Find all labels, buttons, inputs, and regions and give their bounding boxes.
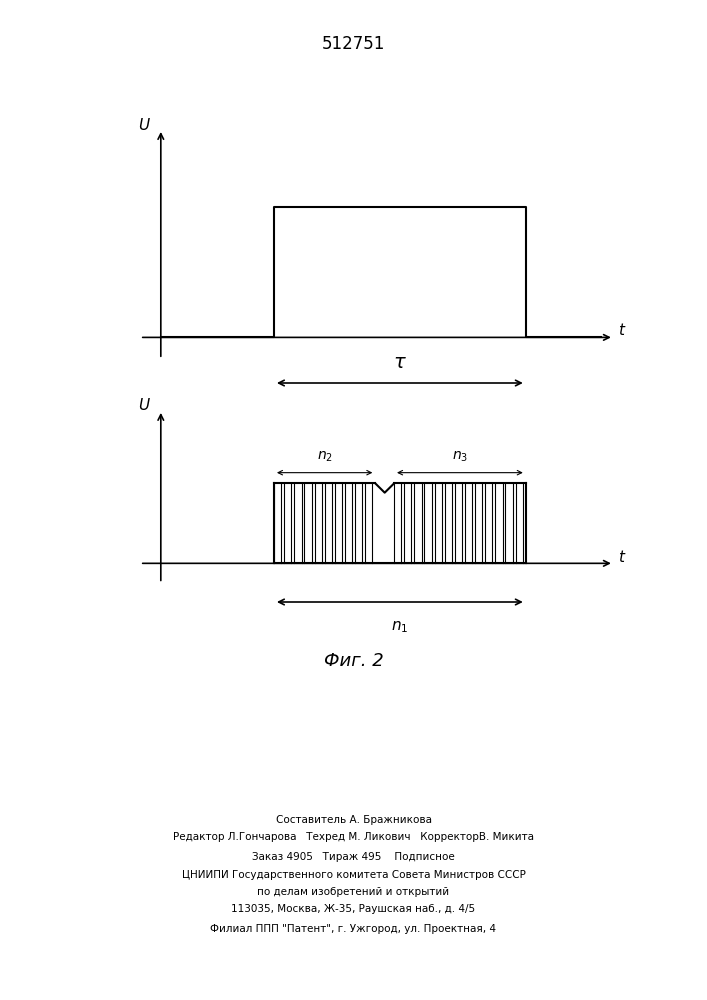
- Text: t: t: [618, 550, 624, 566]
- Text: $n_2$: $n_2$: [317, 449, 333, 464]
- Text: t: t: [618, 323, 624, 338]
- Text: Филиал ППП "Патент", г. Ужгород, ул. Проектная, 4: Филиал ППП "Патент", г. Ужгород, ул. Про…: [211, 924, 496, 934]
- Text: Заказ 4905   Тираж 495    Подписное: Заказ 4905 Тираж 495 Подписное: [252, 852, 455, 862]
- Text: 113035, Москва, Ж-35, Раушская наб., д. 4/5: 113035, Москва, Ж-35, Раушская наб., д. …: [231, 904, 476, 914]
- Text: Составитель А. Бражникова: Составитель А. Бражникова: [276, 815, 431, 825]
- Text: по делам изобретений и открытий: по делам изобретений и открытий: [257, 887, 450, 897]
- Text: $n_1$: $n_1$: [391, 619, 409, 635]
- Text: U: U: [139, 118, 150, 133]
- Text: U: U: [139, 398, 150, 413]
- Text: $\tau$: $\tau$: [393, 353, 407, 372]
- Text: 512751: 512751: [322, 35, 385, 53]
- Text: Редактор Л.Гончарова   Техред М. Ликович   КорректорВ. Микита: Редактор Л.Гончарова Техред М. Ликович К…: [173, 832, 534, 842]
- Text: Фиг. 2: Фиг. 2: [324, 652, 383, 670]
- Text: $n_3$: $n_3$: [452, 449, 468, 464]
- Text: ЦНИИПИ Государственного комитета Совета Министров СССР: ЦНИИПИ Государственного комитета Совета …: [182, 870, 525, 880]
